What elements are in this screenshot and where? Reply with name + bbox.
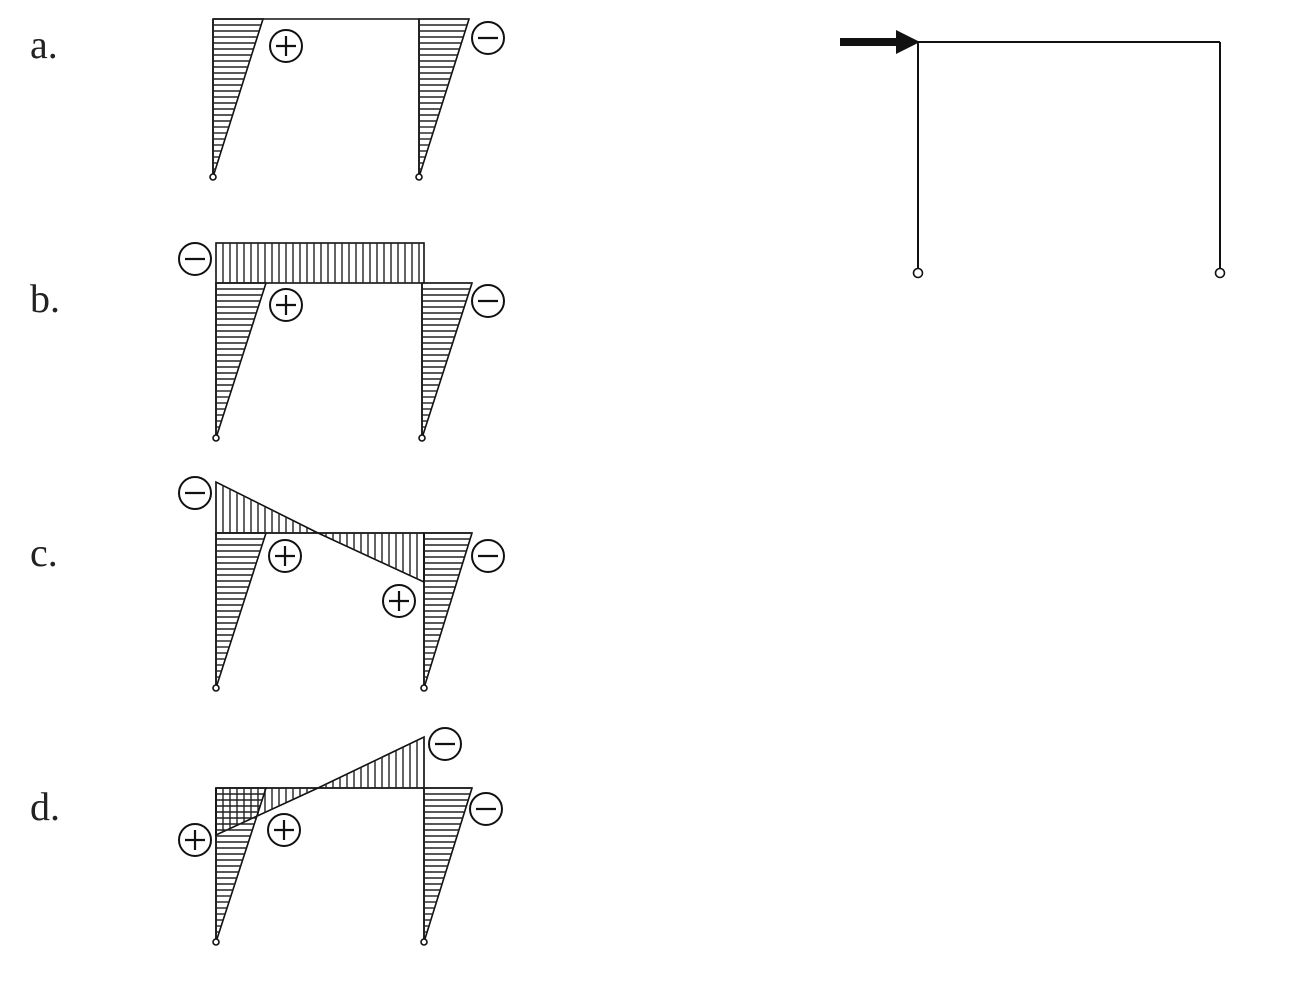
sign-plus — [267, 813, 301, 847]
moment-diagram-c — [178, 476, 505, 692]
sign-plus — [269, 29, 303, 63]
moment-diagram-b — [178, 242, 505, 442]
hinge-support — [209, 173, 217, 181]
moment-triangle — [423, 787, 474, 943]
sign-plus — [269, 288, 303, 322]
sign-plus — [178, 823, 212, 857]
sign-minus — [178, 476, 212, 510]
loaded-frame — [840, 30, 1226, 279]
load-arrow-icon — [840, 30, 920, 54]
sign-minus — [469, 792, 503, 826]
sign-minus — [471, 539, 505, 573]
beam-triangle-right — [317, 735, 425, 789]
hinge-support — [212, 938, 220, 946]
right-column-hatch — [418, 18, 471, 178]
hinge-support — [420, 684, 428, 692]
sign-minus — [471, 284, 505, 318]
sign-minus — [178, 242, 212, 276]
sign-plus — [268, 539, 302, 573]
option-label-d: d. — [30, 784, 60, 829]
hinge-support — [212, 684, 220, 692]
option-label-b: b. — [30, 276, 60, 321]
load-arrow-head — [896, 30, 920, 54]
hinge-support — [912, 267, 924, 279]
left-column-hatch — [212, 18, 265, 178]
right-column-hatch — [423, 787, 474, 943]
beam-triangle-left — [215, 480, 319, 534]
left-column-hatch — [215, 532, 268, 689]
sign-minus — [428, 727, 462, 761]
left-column-hatch — [215, 282, 268, 439]
sign-minus — [471, 21, 505, 55]
beam-hatch — [215, 482, 315, 533]
option-label-a: a. — [30, 22, 58, 67]
option-label-c: c. — [30, 530, 58, 575]
sign-plus — [382, 584, 416, 618]
moment-diagram-d — [178, 727, 503, 946]
hinge-support — [415, 173, 423, 181]
hinge-support — [1214, 267, 1226, 279]
right-column-hatch — [423, 532, 474, 689]
beam-triangle-right — [317, 532, 425, 584]
moment-diagram-a — [209, 18, 505, 181]
beam-rect — [215, 242, 425, 284]
hinge-support — [420, 938, 428, 946]
left-column-hatch — [215, 787, 268, 943]
right-column-hatch — [421, 282, 474, 439]
beam-hatch — [318, 737, 425, 788]
hinge-support — [418, 434, 426, 442]
beam-hatch — [222, 243, 420, 283]
hinge-support — [212, 434, 220, 442]
